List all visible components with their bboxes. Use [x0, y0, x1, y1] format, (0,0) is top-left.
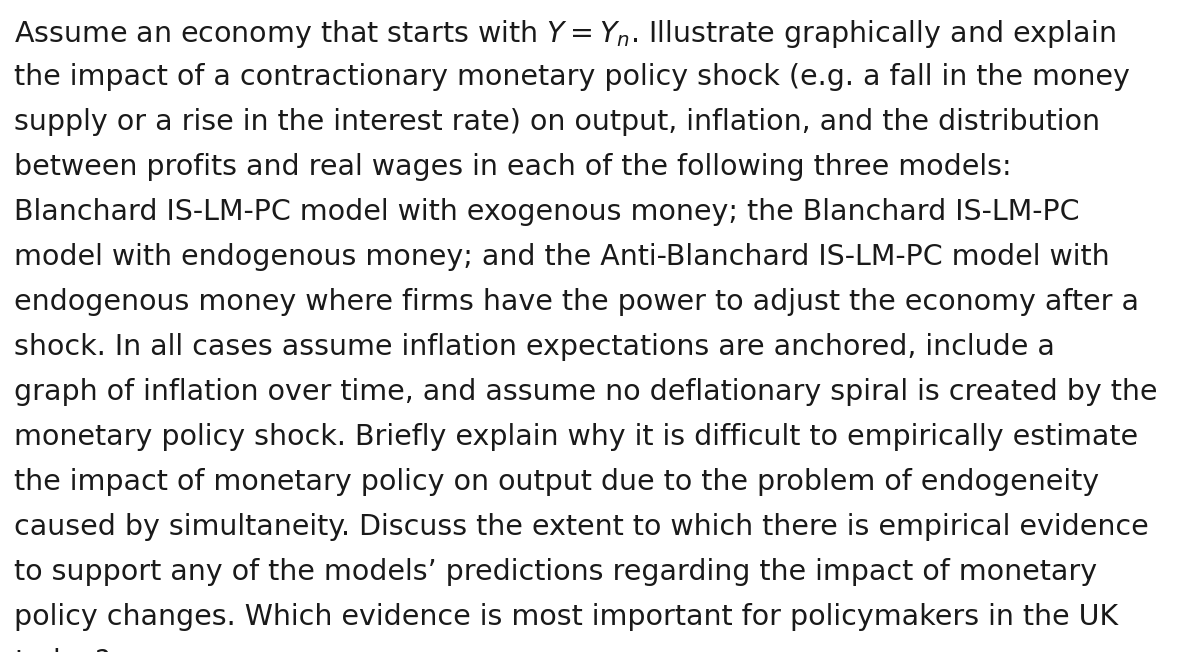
Text: to support any of the models’ predictions regarding the impact of monetary: to support any of the models’ prediction…	[14, 558, 1097, 586]
Text: model with endogenous money; and the Anti-Blanchard IS-LM-PC model with: model with endogenous money; and the Ant…	[14, 243, 1110, 271]
Text: graph of inflation over time, and assume no deflationary spiral is created by th: graph of inflation over time, and assume…	[14, 378, 1158, 406]
Text: policy changes. Which evidence is most important for policymakers in the UK: policy changes. Which evidence is most i…	[14, 603, 1118, 631]
Text: shock. In all cases assume inflation expectations are anchored, include a: shock. In all cases assume inflation exp…	[14, 333, 1055, 361]
Text: the impact of monetary policy on output due to the problem of endogeneity: the impact of monetary policy on output …	[14, 468, 1099, 496]
Text: Assume an economy that starts with $Y = Y_n$. Illustrate graphically and explain: Assume an economy that starts with $Y = …	[14, 18, 1116, 50]
Text: today?: today?	[14, 648, 110, 652]
Text: Blanchard IS-LM-PC model with exogenous money; the Blanchard IS-LM-PC: Blanchard IS-LM-PC model with exogenous …	[14, 198, 1080, 226]
Text: between profits and real wages in each of the following three models:: between profits and real wages in each o…	[14, 153, 1012, 181]
Text: the impact of a contractionary monetary policy shock (e.g. a fall in the money: the impact of a contractionary monetary …	[14, 63, 1130, 91]
Text: monetary policy shock. Briefly explain why it is difficult to empirically estima: monetary policy shock. Briefly explain w…	[14, 423, 1138, 451]
Text: endogenous money where firms have the power to adjust the economy after a: endogenous money where firms have the po…	[14, 288, 1139, 316]
Text: supply or a rise in the interest rate) on output, inflation, and the distributio: supply or a rise in the interest rate) o…	[14, 108, 1100, 136]
Text: caused by simultaneity. Discuss the extent to which there is empirical evidence: caused by simultaneity. Discuss the exte…	[14, 513, 1148, 541]
